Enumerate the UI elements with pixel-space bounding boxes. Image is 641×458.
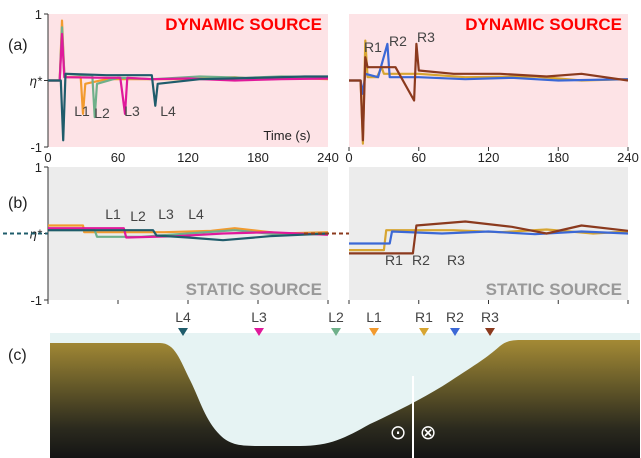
- marker-triangle-L2: [331, 328, 341, 336]
- annotation-L3: L3: [158, 206, 174, 222]
- y-tick-label: 1: [35, 7, 42, 22]
- marker-triangle-R1: [419, 328, 429, 336]
- chart-static-right: R1 R2 R3 STATIC SOURCE: [304, 167, 629, 304]
- series-line-L4: [48, 72, 328, 142]
- chart-dynamic-left: 1 η* -10 60 120 180 240 L1 L2 L3 L4 DYNAMIC SOURCE T…: [30, 7, 339, 165]
- series-line-L3: [48, 32, 328, 115]
- x-tick-label: 240: [617, 150, 639, 165]
- marker-label-L3: L3: [251, 309, 267, 325]
- series-line-R3: [349, 220, 628, 255]
- x-tick-label: 60: [111, 150, 125, 165]
- annotation-R1: R1: [385, 252, 403, 268]
- panel-label-b: (b): [8, 195, 28, 212]
- series-line-R2: [349, 230, 628, 245]
- marker-label-R1: R1: [415, 309, 433, 325]
- annotation-R2: R2: [389, 33, 407, 49]
- y-tick-label: -1: [30, 293, 42, 308]
- x-tick-label: 120: [478, 150, 500, 165]
- x-tick-label: 120: [177, 150, 199, 165]
- panel-title: DYNAMIC SOURCE: [165, 15, 322, 34]
- marker-label-L2: L2: [328, 309, 344, 325]
- annotation-L1: L1: [105, 206, 121, 222]
- panel-title: DYNAMIC SOURCE: [465, 15, 622, 34]
- ground-profile: [50, 340, 640, 458]
- series-group: [349, 220, 628, 255]
- annotation-L3: L3: [124, 103, 140, 119]
- x-tick-label: 240: [317, 150, 339, 165]
- marker-triangle-R2: [450, 328, 460, 336]
- into-plane-symbol: ⊗: [420, 420, 437, 444]
- series-group: [48, 224, 328, 242]
- panel-label-c: (c): [8, 347, 27, 364]
- annotation-L4: L4: [160, 103, 176, 119]
- y-tick-label: 1: [35, 160, 42, 175]
- sensor-markers: L4 L3 L2 L1 R1 R2 R3: [175, 309, 499, 336]
- out-of-plane-symbol: ⊙: [390, 420, 407, 444]
- marker-triangle-L3: [254, 328, 264, 336]
- x-tick-label: 60: [412, 150, 426, 165]
- marker-triangle-L1: [369, 328, 379, 336]
- annotation-L2: L2: [130, 208, 146, 224]
- panel-label-a: (a): [8, 37, 28, 54]
- marker-label-R2: R2: [446, 309, 464, 325]
- marker-label-L1: L1: [366, 309, 382, 325]
- series-line-L4: [48, 229, 328, 242]
- annotation-R2: R2: [412, 252, 430, 268]
- chart-static-left: 1 η* -1 L1 L2 L3 L4 STATIC SOURCE: [3, 160, 329, 308]
- annotation-L2: L2: [94, 105, 110, 121]
- x-tick-label: 0: [44, 150, 51, 165]
- annotation-L4: L4: [188, 206, 204, 222]
- chart-dynamic-right: 0 60 120 180 240 R1 R2 R3 DYNAMIC SOURCE: [345, 14, 639, 165]
- y-tick-label: η*: [30, 227, 43, 242]
- annotation-R1: R1: [364, 39, 382, 55]
- x-tick-label: 0: [345, 150, 352, 165]
- series-group: [349, 39, 628, 145]
- channel-cross-section: ⊙ ⊗ L4 L3 L2 L1 R1 R2 R3: [50, 309, 640, 458]
- panel-title: STATIC SOURCE: [186, 280, 322, 299]
- annotation-R3: R3: [417, 29, 435, 45]
- marker-triangle-L4: [178, 328, 188, 336]
- x-axis-label: Time (s): [263, 128, 310, 143]
- marker-triangle-R3: [485, 328, 495, 336]
- series-group: [48, 19, 328, 142]
- x-tick-label: 180: [247, 150, 269, 165]
- marker-label-L4: L4: [175, 309, 191, 325]
- y-tick-label: η*: [30, 74, 43, 89]
- panel-title: STATIC SOURCE: [486, 280, 622, 299]
- marker-label-R3: R3: [481, 309, 499, 325]
- series-line-R3: [349, 42, 628, 142]
- series-line-R2: [349, 42, 628, 95]
- x-tick-label: 180: [547, 150, 569, 165]
- annotation-L1: L1: [74, 103, 90, 119]
- annotation-R3: R3: [447, 252, 465, 268]
- y-tick-label: -1: [30, 140, 42, 155]
